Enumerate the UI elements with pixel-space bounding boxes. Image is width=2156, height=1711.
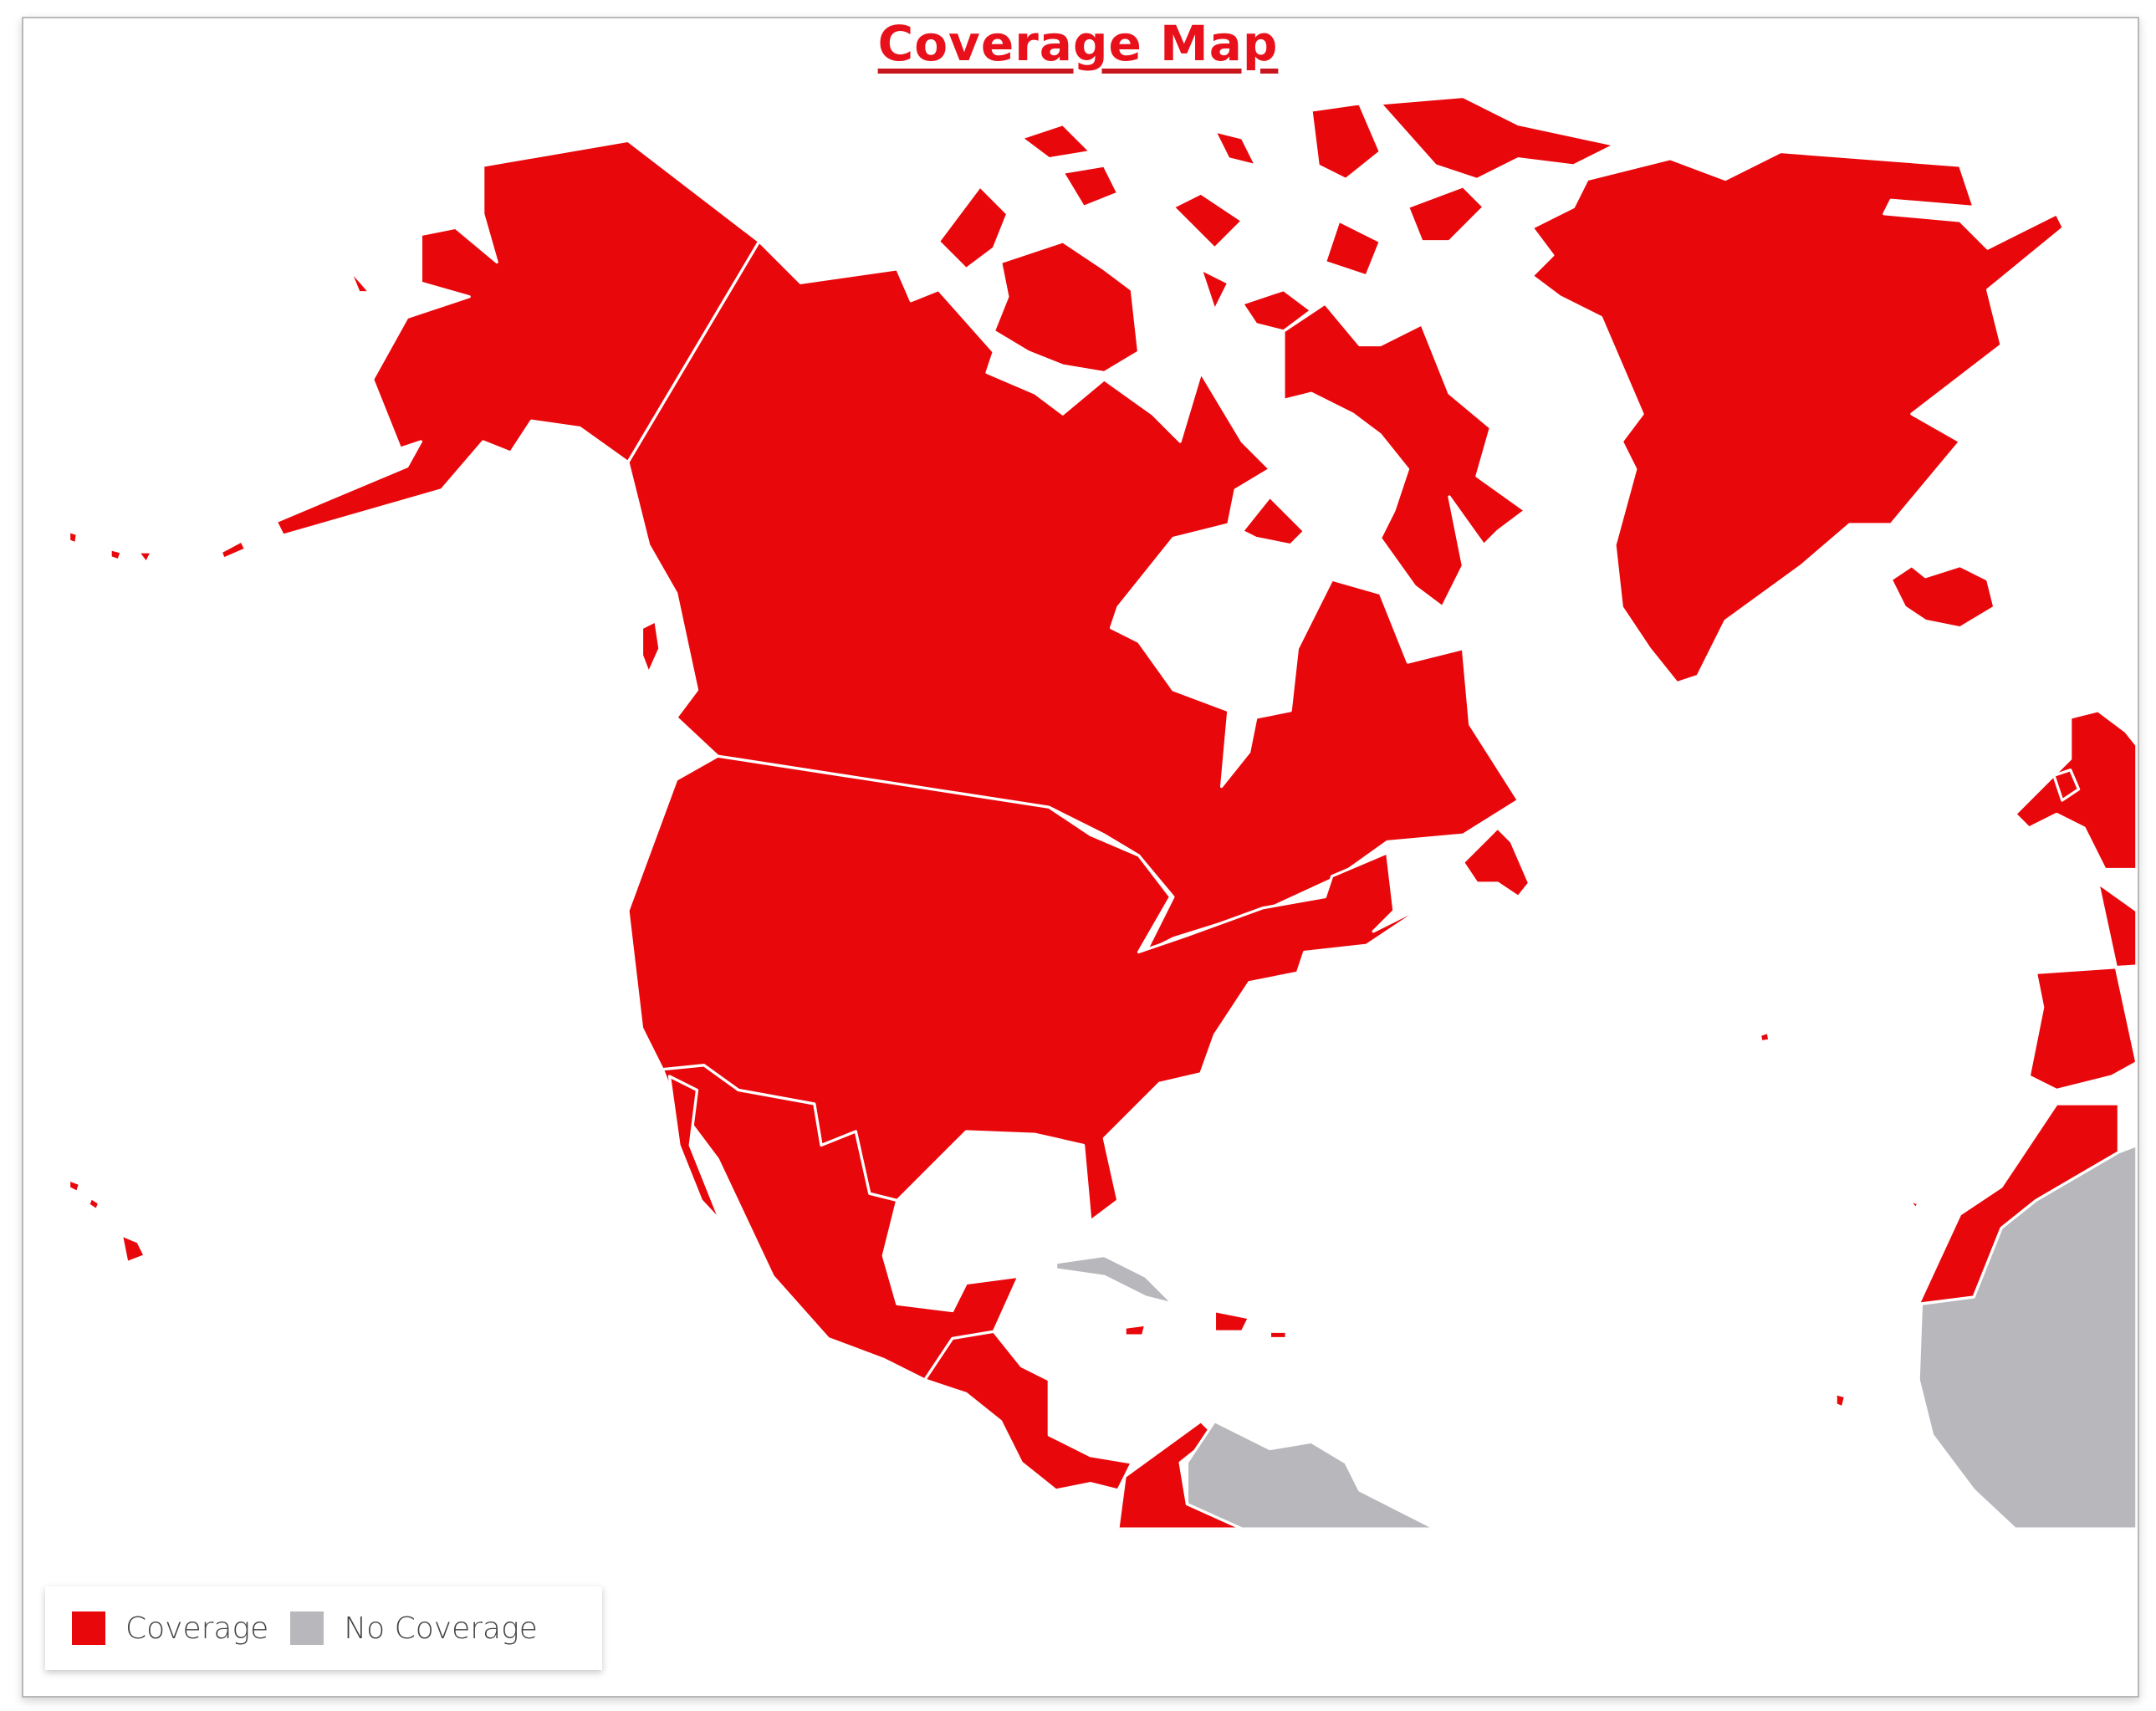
region-canada[interactable] xyxy=(626,240,1520,954)
region-aleutian-island[interactable] xyxy=(67,529,79,545)
region-southampton-island[interactable] xyxy=(1240,495,1306,547)
region-arctic-island[interactable] xyxy=(1240,288,1313,333)
region-canary-islands[interactable] xyxy=(1907,1198,1920,1211)
region-baffin-island[interactable] xyxy=(1282,302,1527,609)
region-arctic-island[interactable] xyxy=(1213,130,1258,167)
region-aleutian-island[interactable] xyxy=(136,550,154,564)
region-arctic-island[interactable] xyxy=(1310,102,1382,181)
region-baja-california[interactable] xyxy=(667,1075,723,1223)
legend-label-no-coverage: No Coverage xyxy=(344,1611,538,1646)
region-banks-island[interactable] xyxy=(937,185,1009,271)
region-mexico[interactable] xyxy=(661,1064,1020,1382)
region-arctic-island[interactable] xyxy=(1199,268,1230,312)
region-newfoundland[interactable] xyxy=(1461,826,1531,899)
region-aleutian-island[interactable] xyxy=(347,268,371,294)
region-arctic-island[interactable] xyxy=(1406,185,1485,243)
legend-swatch-coverage xyxy=(72,1611,105,1645)
region-hispaniola[interactable] xyxy=(1213,1309,1251,1333)
region-iceland[interactable] xyxy=(1889,564,1996,630)
region-aleutian-island[interactable] xyxy=(109,548,123,562)
region-france-iberia[interactable] xyxy=(2027,881,2137,1092)
region-arctic-island[interactable] xyxy=(1172,192,1244,250)
legend-label-coverage: Coverage xyxy=(125,1611,269,1646)
region-greenland[interactable] xyxy=(1530,150,2066,685)
region-central-america[interactable] xyxy=(923,1330,1134,1492)
region-hawaii[interactable] xyxy=(120,1233,146,1264)
region-hawaii[interactable] xyxy=(86,1196,101,1212)
legend-swatch-no-coverage xyxy=(290,1611,324,1645)
region-south-america[interactable] xyxy=(1185,1419,1438,1530)
region-arctic-island[interactable] xyxy=(1019,122,1092,161)
region-ellesmere-island[interactable] xyxy=(1378,94,1617,181)
region-africa[interactable] xyxy=(1917,1143,2137,1530)
region-ireland[interactable] xyxy=(2052,769,2081,802)
region-alaska[interactable] xyxy=(274,139,761,537)
region-aleutian-island[interactable] xyxy=(219,539,248,560)
region-victoria-island[interactable] xyxy=(992,240,1141,375)
legend: Coverage No Coverage xyxy=(45,1586,602,1670)
region-arctic-island[interactable] xyxy=(1061,164,1120,209)
region-cuba[interactable] xyxy=(1054,1254,1175,1305)
region-arctic-island[interactable] xyxy=(1323,219,1382,278)
region-cape-verde[interactable] xyxy=(1834,1392,1847,1409)
region-azores[interactable] xyxy=(1758,1030,1771,1044)
region-puerto-rico[interactable] xyxy=(1268,1330,1288,1341)
map-title: Coverage Map xyxy=(877,15,1279,72)
region-jamaica[interactable] xyxy=(1123,1323,1147,1337)
region-vancouver-island[interactable] xyxy=(640,619,662,675)
region-hawaii[interactable] xyxy=(67,1178,82,1194)
